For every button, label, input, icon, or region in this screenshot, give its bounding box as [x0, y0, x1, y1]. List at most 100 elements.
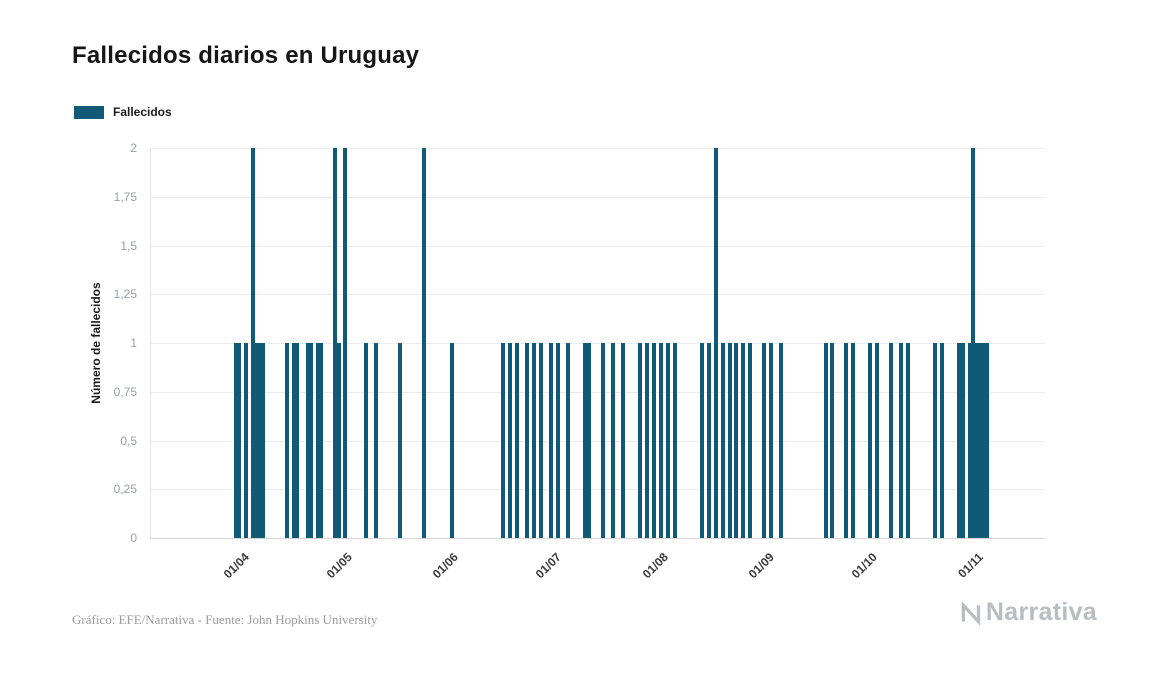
gridline [150, 391, 1045, 393]
bar [844, 343, 849, 538]
bar [645, 343, 650, 538]
bar [586, 343, 591, 538]
bar [727, 343, 732, 538]
bar [741, 343, 746, 538]
bar [600, 343, 605, 538]
bar [319, 343, 324, 538]
bar [621, 343, 626, 538]
bar [850, 343, 855, 538]
x-tick-label: 01/11 [955, 550, 986, 581]
y-tick-label: 1,5 [120, 238, 137, 253]
x-tick-label: 01/09 [745, 550, 777, 582]
bar [700, 343, 705, 538]
bar [254, 343, 259, 538]
bar [333, 148, 338, 538]
y-tick-label: 0 [130, 531, 137, 545]
bar [336, 343, 341, 538]
bar [257, 343, 262, 538]
x-tick-label: 01/06 [430, 550, 462, 582]
bar [658, 343, 663, 538]
bar [713, 148, 718, 538]
legend-label: Fallecidos [113, 105, 172, 119]
legend-swatch-icon [74, 105, 104, 119]
bar [343, 148, 348, 538]
bar [316, 343, 321, 538]
y-tick-label: 1,25 [113, 287, 137, 302]
bar [933, 343, 938, 538]
bar [374, 343, 379, 538]
bar [538, 343, 543, 538]
bar [748, 343, 753, 538]
y-axis-title: Número de fallecidos [89, 282, 103, 404]
narrativa-logo: Narrativa [959, 598, 1097, 627]
bar [292, 343, 297, 538]
bar [244, 343, 248, 538]
gridline [150, 294, 1045, 296]
gridline [150, 440, 1045, 442]
bar [761, 343, 766, 538]
bar [974, 343, 979, 538]
y-tick-label: 1 [130, 336, 137, 350]
x-tick-label: 01/08 [639, 550, 671, 582]
bar [514, 343, 519, 538]
legend: Fallecidos [74, 105, 172, 119]
bar [888, 343, 893, 538]
x-tick-label: 01/04 [220, 550, 253, 582]
bar [734, 343, 739, 538]
x-tick-label: 01/05 [323, 550, 355, 582]
bar [549, 343, 554, 538]
bar [295, 343, 300, 538]
bar [898, 343, 903, 538]
y-tick-label: 2 [130, 141, 137, 155]
bar [960, 343, 965, 538]
bar [398, 343, 403, 538]
bar [261, 343, 266, 538]
bar [305, 343, 310, 538]
bar [285, 343, 290, 538]
bar [532, 343, 537, 538]
plot-area: 2 1,75 1,5 1,25 1 0,75 0,5 0,25 0 01/04 01/05 01/06… [114, 141, 1045, 581]
bar [874, 343, 879, 538]
bar [970, 148, 975, 538]
bar [250, 148, 255, 538]
bar [610, 343, 615, 538]
bar [501, 343, 506, 538]
bar [977, 343, 982, 538]
chart-title: Fallecidos diarios en Uruguay [72, 42, 420, 69]
bar [778, 343, 783, 538]
bar [665, 343, 670, 538]
bar [309, 343, 314, 538]
bar [652, 343, 657, 538]
bar [583, 343, 588, 538]
bar [237, 343, 242, 538]
x-tick-label: 01/10 [848, 550, 880, 582]
bar [720, 343, 725, 538]
y-axis-line [150, 148, 151, 538]
y-tick-label: 1,75 [113, 189, 137, 204]
gridline [150, 245, 1045, 247]
bar [364, 343, 369, 538]
y-tick-label: 0,25 [113, 482, 137, 497]
bar [706, 343, 711, 538]
bar [768, 343, 773, 538]
bar [957, 343, 962, 538]
bar [233, 343, 238, 538]
gridline [150, 343, 1045, 344]
bar [984, 343, 989, 538]
bar [672, 343, 677, 538]
bar [556, 343, 561, 538]
bar [422, 148, 427, 538]
bar [967, 343, 972, 538]
bar [823, 343, 828, 538]
bar [868, 343, 873, 538]
bar [905, 343, 910, 538]
bar [525, 343, 530, 538]
bar [981, 343, 986, 538]
x-tick-label: 01/07 [532, 550, 565, 582]
bar [449, 343, 454, 538]
gridline [150, 538, 1045, 539]
bar [638, 343, 643, 538]
narrativa-wordmark: Narrativa [985, 598, 1097, 626]
source-credit: Gráfico: EFE/Narrativa - Fuente: John Ho… [72, 612, 378, 627]
